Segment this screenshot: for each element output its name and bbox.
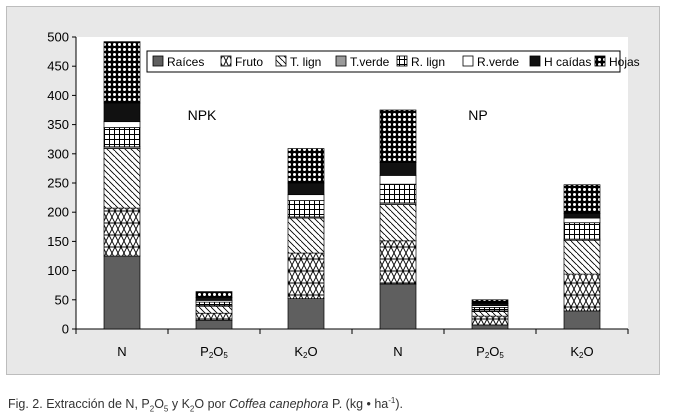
bar-segment bbox=[471, 324, 509, 330]
bar-segment bbox=[379, 109, 417, 163]
bar-segment bbox=[103, 148, 141, 209]
bar-segment bbox=[287, 252, 325, 299]
bar-segment bbox=[103, 255, 141, 330]
group-label: NPK bbox=[188, 107, 217, 123]
bar-segment bbox=[379, 240, 417, 285]
y-tick-label: 400 bbox=[47, 88, 69, 103]
legend-swatch bbox=[335, 55, 347, 67]
x-tick-label: P2O5 bbox=[476, 344, 504, 360]
bar-segment bbox=[563, 217, 601, 224]
bar-segment bbox=[287, 217, 325, 254]
bar-segment bbox=[471, 311, 509, 317]
legend-swatch bbox=[462, 55, 474, 67]
y-tick-label: 50 bbox=[55, 292, 69, 307]
bar-segment bbox=[195, 319, 233, 330]
legend-label: Hojas bbox=[609, 55, 640, 69]
x-tick-label: N bbox=[393, 344, 402, 359]
figure-caption: Fig. 2. Extracción de N, P2O5 y K2O por … bbox=[8, 396, 404, 414]
legend: Raíces Fruto T. lign T.verde R. lign R.verde H… bbox=[146, 50, 640, 73]
x-tick-label: N bbox=[117, 344, 126, 359]
bar-segment bbox=[287, 182, 325, 196]
bar-segment bbox=[195, 291, 233, 298]
legend-swatch bbox=[594, 55, 606, 67]
y-axis: 0 50 100 150 200 250 300 350 400 450 500 bbox=[47, 30, 77, 337]
legend-label: Fruto bbox=[235, 55, 263, 69]
legend-swatch bbox=[529, 55, 541, 67]
bar-segment bbox=[287, 298, 325, 330]
y-tick-label: 300 bbox=[47, 146, 69, 161]
chart-frame: 0 50 100 150 200 250 300 350 400 450 500 N P2O5 K2O N… bbox=[6, 6, 660, 375]
plot-area bbox=[76, 37, 628, 329]
x-tick-label: P2O5 bbox=[200, 344, 228, 360]
bar-segment bbox=[287, 200, 325, 218]
bar-segment bbox=[563, 222, 601, 240]
legend-box bbox=[146, 50, 621, 73]
y-tick-label: 250 bbox=[47, 176, 69, 191]
bar-segment bbox=[195, 312, 233, 321]
bar-segment bbox=[563, 273, 601, 312]
bar-segment bbox=[379, 183, 417, 204]
legend-swatch bbox=[396, 55, 408, 67]
legend-label: T.verde bbox=[350, 55, 390, 69]
bar-segment bbox=[287, 148, 325, 184]
y-tick-label: 100 bbox=[47, 263, 69, 278]
bar-segment bbox=[379, 283, 417, 330]
bar-segment bbox=[563, 239, 601, 275]
bar-segment bbox=[103, 41, 141, 104]
legend-label: R.verde bbox=[477, 55, 519, 69]
bar-segment bbox=[471, 302, 509, 306]
y-tick-label: 450 bbox=[47, 59, 69, 74]
legend-label: H caídas bbox=[544, 55, 591, 69]
bar-segment bbox=[195, 301, 233, 306]
bars bbox=[103, 41, 601, 330]
bar-segment bbox=[103, 102, 141, 123]
legend-swatch bbox=[152, 55, 164, 67]
bar-segment bbox=[103, 127, 141, 148]
bar-segment bbox=[379, 204, 417, 242]
bar-segment bbox=[195, 297, 233, 301]
legend-label: R. lign bbox=[411, 55, 445, 69]
x-axis: N P2O5 K2O N P2O5 K2O bbox=[75, 328, 629, 360]
x-tick-label: K2O bbox=[570, 344, 593, 360]
y-tick-label: 500 bbox=[47, 30, 69, 45]
group-label: NP bbox=[468, 107, 487, 123]
bar-segment bbox=[563, 184, 601, 214]
bar-segment bbox=[563, 213, 601, 219]
plot-background bbox=[76, 37, 628, 329]
bar-segment bbox=[379, 162, 417, 176]
bar-segment bbox=[471, 299, 509, 304]
group-labels: NPK NP bbox=[188, 107, 488, 123]
bar-segment bbox=[287, 194, 325, 201]
y-tick-label: 350 bbox=[47, 117, 69, 132]
bar-segment bbox=[471, 307, 509, 312]
legend-label: Raíces bbox=[167, 55, 204, 69]
bar-segment bbox=[471, 315, 509, 326]
y-tick-label: 150 bbox=[47, 234, 69, 249]
y-tick-label: 200 bbox=[47, 205, 69, 220]
bar-segment bbox=[103, 121, 141, 128]
y-tick-label: 0 bbox=[62, 322, 69, 337]
legend-label: T. lign bbox=[290, 55, 321, 69]
x-tick-label: K2O bbox=[294, 344, 317, 360]
legend-swatch bbox=[220, 55, 232, 67]
bar-segment bbox=[103, 207, 141, 257]
bar-segment bbox=[379, 175, 417, 185]
legend-swatch bbox=[275, 55, 287, 67]
bar-segment bbox=[195, 305, 233, 314]
bar-segment bbox=[563, 310, 601, 330]
